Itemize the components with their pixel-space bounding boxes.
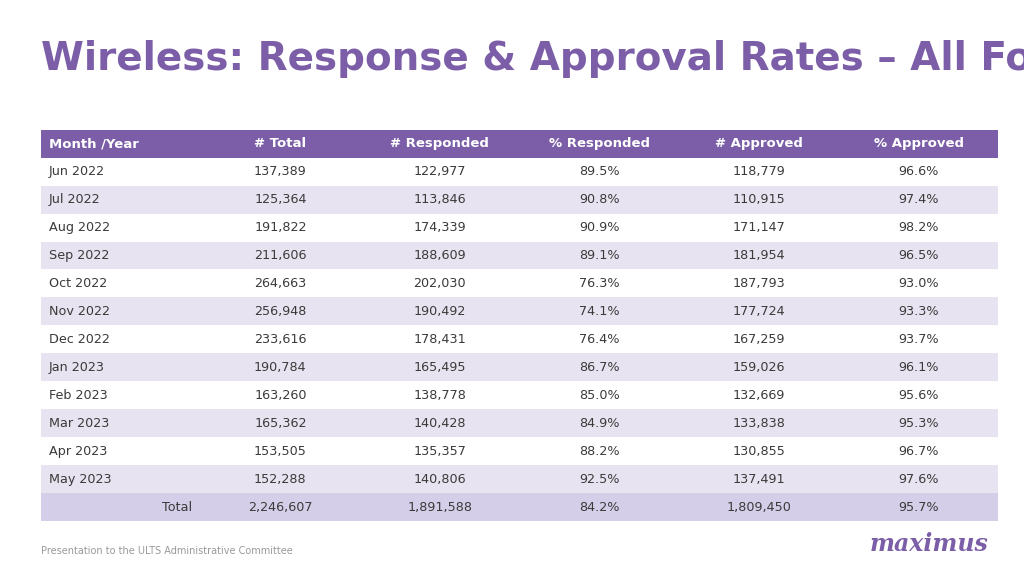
Text: 174,339: 174,339 xyxy=(414,221,466,234)
Text: 98.2%: 98.2% xyxy=(898,221,939,234)
Text: Aug 2022: Aug 2022 xyxy=(49,221,111,234)
Text: 137,491: 137,491 xyxy=(733,473,785,486)
Text: May 2023: May 2023 xyxy=(49,473,112,486)
Text: Oct 2022: Oct 2022 xyxy=(49,277,108,290)
Text: 132,669: 132,669 xyxy=(733,389,785,402)
Text: 159,026: 159,026 xyxy=(733,361,785,374)
Text: # Responded: # Responded xyxy=(390,137,489,150)
Text: Total: Total xyxy=(162,501,193,514)
Text: Dec 2022: Dec 2022 xyxy=(49,333,110,346)
Text: 93.3%: 93.3% xyxy=(898,305,939,318)
Text: 233,616: 233,616 xyxy=(254,333,306,346)
Text: 110,915: 110,915 xyxy=(732,193,785,206)
Text: 171,147: 171,147 xyxy=(732,221,785,234)
Text: 1,891,588: 1,891,588 xyxy=(408,501,472,514)
Text: 191,822: 191,822 xyxy=(254,221,306,234)
Text: 84.2%: 84.2% xyxy=(580,501,620,514)
Text: 76.3%: 76.3% xyxy=(580,277,620,290)
Text: 140,428: 140,428 xyxy=(414,417,466,430)
Text: 92.5%: 92.5% xyxy=(580,473,620,486)
Text: 86.7%: 86.7% xyxy=(580,361,620,374)
Text: 95.3%: 95.3% xyxy=(898,417,939,430)
Text: 96.6%: 96.6% xyxy=(898,165,939,178)
Text: # Total: # Total xyxy=(254,137,306,150)
Text: 2,246,607: 2,246,607 xyxy=(248,501,312,514)
Text: Mar 2023: Mar 2023 xyxy=(49,417,110,430)
Text: 178,431: 178,431 xyxy=(414,333,466,346)
Text: 138,778: 138,778 xyxy=(414,389,466,402)
Text: 167,259: 167,259 xyxy=(733,333,785,346)
Text: maximus: maximus xyxy=(869,532,988,556)
Text: 188,609: 188,609 xyxy=(414,249,466,262)
Text: 181,954: 181,954 xyxy=(733,249,785,262)
Text: 118,779: 118,779 xyxy=(732,165,785,178)
Text: 163,260: 163,260 xyxy=(254,389,306,402)
Text: 76.4%: 76.4% xyxy=(580,333,620,346)
Text: 89.1%: 89.1% xyxy=(580,249,620,262)
Text: 140,806: 140,806 xyxy=(414,473,466,486)
Text: 153,505: 153,505 xyxy=(254,445,307,458)
Text: 90.8%: 90.8% xyxy=(580,193,620,206)
Text: Feb 2023: Feb 2023 xyxy=(49,389,108,402)
Text: Presentation to the ULTS Administrative Committee: Presentation to the ULTS Administrative … xyxy=(41,546,293,556)
Text: 122,977: 122,977 xyxy=(414,165,466,178)
Text: 88.2%: 88.2% xyxy=(580,445,620,458)
Text: 85.0%: 85.0% xyxy=(580,389,620,402)
Text: 256,948: 256,948 xyxy=(254,305,306,318)
Text: 130,855: 130,855 xyxy=(732,445,785,458)
Text: 264,663: 264,663 xyxy=(254,277,306,290)
Text: Wireless: Response & Approval Rates – All Form Types: Wireless: Response & Approval Rates – Al… xyxy=(41,40,1024,78)
Text: Jul 2022: Jul 2022 xyxy=(49,193,100,206)
Text: Jun 2022: Jun 2022 xyxy=(49,165,105,178)
Text: 97.4%: 97.4% xyxy=(898,193,939,206)
Text: 187,793: 187,793 xyxy=(732,277,785,290)
Text: 133,838: 133,838 xyxy=(732,417,785,430)
Text: Jan 2023: Jan 2023 xyxy=(49,361,105,374)
Text: 165,362: 165,362 xyxy=(254,417,306,430)
Text: # Approved: # Approved xyxy=(715,137,803,150)
Text: 74.1%: 74.1% xyxy=(580,305,620,318)
Text: 97.6%: 97.6% xyxy=(898,473,939,486)
Text: 113,846: 113,846 xyxy=(414,193,466,206)
Text: 202,030: 202,030 xyxy=(414,277,466,290)
Text: 96.1%: 96.1% xyxy=(898,361,939,374)
Text: 96.7%: 96.7% xyxy=(898,445,939,458)
Text: 89.5%: 89.5% xyxy=(580,165,620,178)
Text: Apr 2023: Apr 2023 xyxy=(49,445,108,458)
Text: 1,809,450: 1,809,450 xyxy=(727,501,792,514)
Text: 135,357: 135,357 xyxy=(414,445,466,458)
Text: 95.6%: 95.6% xyxy=(898,389,939,402)
Text: 93.0%: 93.0% xyxy=(898,277,939,290)
Text: % Responded: % Responded xyxy=(549,137,650,150)
Text: 190,784: 190,784 xyxy=(254,361,306,374)
Text: 84.9%: 84.9% xyxy=(580,417,620,430)
Text: 211,606: 211,606 xyxy=(254,249,306,262)
Text: Month /Year: Month /Year xyxy=(49,137,139,150)
Text: Nov 2022: Nov 2022 xyxy=(49,305,111,318)
Text: 137,389: 137,389 xyxy=(254,165,307,178)
Text: 125,364: 125,364 xyxy=(254,193,306,206)
Text: 90.9%: 90.9% xyxy=(580,221,620,234)
Text: 96.5%: 96.5% xyxy=(898,249,939,262)
Text: % Approved: % Approved xyxy=(873,137,964,150)
Text: 165,495: 165,495 xyxy=(414,361,466,374)
Text: 190,492: 190,492 xyxy=(414,305,466,318)
Text: 93.7%: 93.7% xyxy=(898,333,939,346)
Text: Sep 2022: Sep 2022 xyxy=(49,249,110,262)
Text: 152,288: 152,288 xyxy=(254,473,306,486)
Text: 177,724: 177,724 xyxy=(733,305,785,318)
Text: 95.7%: 95.7% xyxy=(898,501,939,514)
